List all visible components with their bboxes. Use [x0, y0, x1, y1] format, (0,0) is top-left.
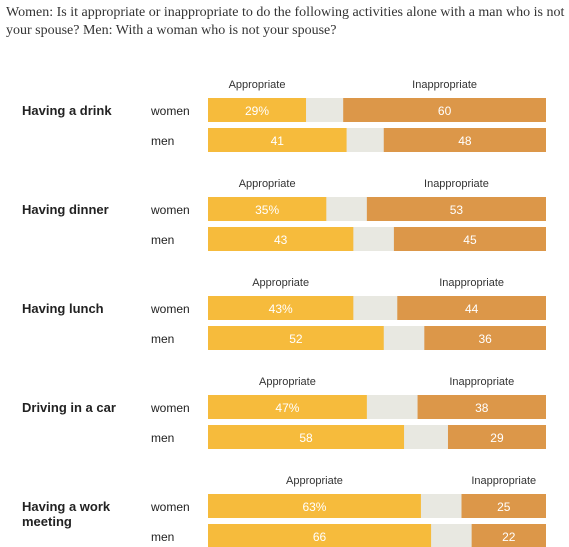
inappropriate-bar-segment	[447, 425, 546, 449]
inappropriate-data-label: 29	[490, 431, 504, 445]
appropriate-bar-segment	[208, 395, 367, 419]
group-label: women	[150, 302, 190, 316]
inappropriate-data-label: 48	[458, 134, 472, 148]
category-label: Having a work	[22, 499, 111, 514]
group-label: women	[150, 401, 190, 415]
inappropriate-bar-segment	[471, 524, 546, 547]
appropriate-header: Appropriate	[252, 277, 309, 289]
inappropriate-data-label: 22	[502, 530, 516, 544]
inappropriate-bar-segment	[343, 98, 546, 122]
appropriate-bar-segment	[208, 197, 327, 221]
appropriate-header: Appropriate	[239, 178, 296, 190]
group-label: men	[151, 332, 174, 346]
appropriate-data-label: 47%	[275, 401, 299, 415]
inappropriate-data-label: 25	[497, 500, 511, 514]
group-label: women	[150, 203, 190, 217]
appropriate-data-label: 63%	[302, 500, 326, 514]
appropriate-bar-segment	[208, 494, 421, 518]
inappropriate-data-label: 45	[463, 233, 477, 247]
inappropriate-bar-segment	[461, 494, 546, 518]
inappropriate-bar-segment	[397, 296, 546, 320]
appropriate-data-label: 58	[299, 431, 313, 445]
group-label: women	[150, 500, 190, 514]
appropriate-data-label: 41	[271, 134, 285, 148]
appropriate-bar-segment	[208, 98, 307, 122]
appropriate-header: Appropriate	[286, 475, 343, 487]
inappropriate-bar-segment	[393, 227, 546, 251]
inappropriate-header: Inappropriate	[471, 475, 536, 487]
group-label: men	[151, 530, 174, 544]
inappropriate-bar-segment	[417, 395, 546, 419]
group-label: women	[150, 104, 190, 118]
category-label: Driving in a car	[22, 400, 116, 415]
inappropriate-header: Inappropriate	[449, 376, 514, 388]
appropriate-data-label: 43	[274, 233, 288, 247]
inappropriate-data-label: 53	[450, 203, 464, 217]
appropriate-data-label: 29%	[245, 104, 269, 118]
appropriate-header: Appropriate	[229, 79, 286, 91]
appropriate-bar-segment	[208, 326, 384, 350]
inappropriate-bar-segment	[383, 128, 546, 152]
appropriate-data-label: 66	[313, 530, 327, 544]
group-label: men	[151, 233, 174, 247]
appropriate-bar-segment	[208, 524, 432, 547]
inappropriate-bar-segment	[366, 197, 546, 221]
category-label: Having a drink	[22, 103, 112, 118]
inappropriate-data-label: 60	[438, 104, 452, 118]
chart-title: Women: Is it appropriate or inappropriat…	[6, 5, 565, 38]
appropriate-header: Appropriate	[259, 376, 316, 388]
category-label: Having lunch	[22, 301, 104, 316]
appropriate-data-label: 43%	[269, 302, 293, 316]
category-label: meeting	[22, 514, 72, 529]
appropriate-bar-segment	[208, 296, 354, 320]
inappropriate-data-label: 44	[465, 302, 479, 316]
appropriate-bar-segment	[208, 227, 354, 251]
group-label: men	[151, 431, 174, 445]
appropriate-data-label: 35%	[255, 203, 279, 217]
inappropriate-bar-segment	[424, 326, 546, 350]
inappropriate-data-label: 36	[478, 332, 492, 346]
appropriate-bar-segment	[208, 425, 405, 449]
inappropriate-header: Inappropriate	[424, 178, 489, 190]
appropriate-bar-segment	[208, 128, 347, 152]
group-label: men	[151, 134, 174, 148]
inappropriate-header: Inappropriate	[412, 79, 477, 91]
category-label: Having dinner	[22, 202, 109, 217]
inappropriate-header: Inappropriate	[439, 277, 504, 289]
appropriate-data-label: 52	[289, 332, 303, 346]
inappropriate-data-label: 38	[475, 401, 489, 415]
